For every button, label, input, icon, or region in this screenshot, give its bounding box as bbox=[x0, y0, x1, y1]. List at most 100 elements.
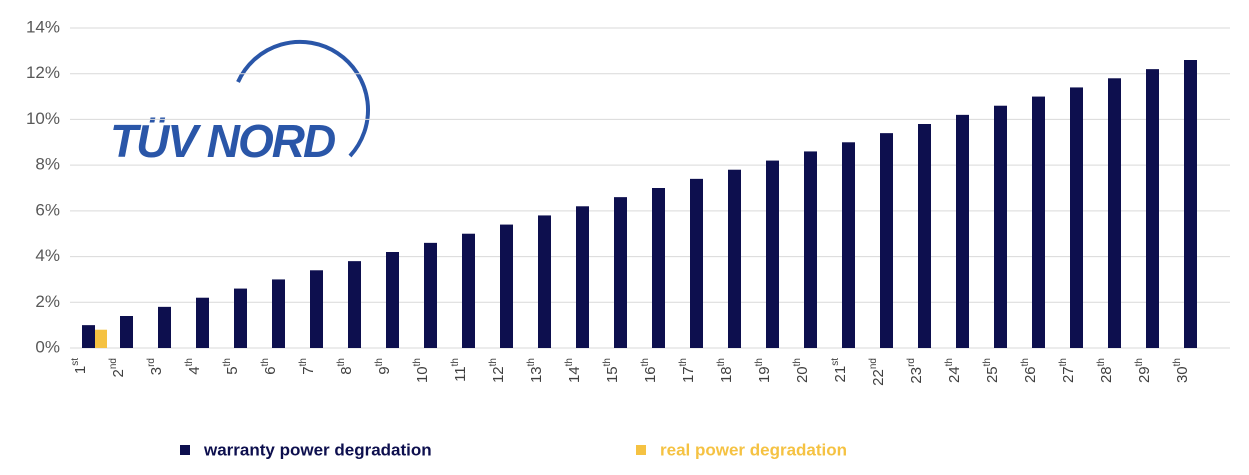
x-tick-label: 12th bbox=[488, 358, 507, 383]
x-tick-suffix: th bbox=[260, 358, 271, 366]
x-tick-label: 26th bbox=[1020, 358, 1039, 383]
bar bbox=[424, 242, 437, 348]
x-tick-label: 5th bbox=[222, 358, 241, 375]
x-tick-label: 27th bbox=[1058, 358, 1077, 383]
y-tick-label: 4% bbox=[35, 246, 60, 265]
x-tick-number: 27 bbox=[1060, 366, 1077, 383]
bar bbox=[348, 261, 361, 348]
bar bbox=[538, 215, 551, 348]
x-tick-suffix: th bbox=[488, 358, 499, 366]
bar bbox=[158, 306, 171, 348]
x-tick-number: 7 bbox=[300, 366, 317, 374]
bar bbox=[1146, 69, 1159, 349]
x-tick-suffix: th bbox=[792, 358, 803, 366]
logo-text: TÜV NORD bbox=[110, 115, 335, 167]
x-tick-suffix: th bbox=[944, 358, 955, 366]
x-tick-label: 16th bbox=[640, 358, 659, 383]
x-tick-label: 15th bbox=[602, 358, 621, 383]
x-tick-number: 29 bbox=[1136, 366, 1153, 383]
y-tick-label: 12% bbox=[26, 63, 60, 82]
x-tick-label: 8th bbox=[336, 358, 355, 375]
bar bbox=[842, 142, 855, 348]
y-tick-label: 6% bbox=[35, 200, 60, 219]
x-tick-label: 3rd bbox=[146, 358, 165, 375]
bar bbox=[994, 105, 1007, 348]
bar bbox=[272, 279, 285, 348]
bar bbox=[500, 224, 513, 348]
x-tick-number: 16 bbox=[642, 366, 659, 383]
x-tick-suffix: st bbox=[830, 358, 841, 366]
x-tick-number: 24 bbox=[946, 366, 963, 383]
x-tick-suffix: th bbox=[602, 358, 613, 366]
bar bbox=[614, 197, 627, 348]
x-tick-suffix: nd bbox=[868, 358, 879, 369]
bar bbox=[310, 270, 323, 348]
x-tick-suffix: th bbox=[184, 358, 195, 366]
x-tick-number: 30 bbox=[1174, 366, 1191, 383]
x-tick-label: 14th bbox=[564, 358, 583, 383]
x-tick-suffix: th bbox=[754, 358, 765, 366]
x-tick-label: 18th bbox=[716, 358, 735, 383]
x-tick-label: 20th bbox=[792, 358, 811, 383]
x-tick-number: 15 bbox=[604, 366, 621, 383]
x-tick-label: 19th bbox=[754, 358, 773, 383]
x-tick-number: 19 bbox=[756, 366, 773, 383]
bar bbox=[918, 124, 931, 348]
x-tick-suffix: rd bbox=[906, 358, 917, 367]
x-tick-number: 17 bbox=[680, 366, 697, 383]
x-tick-label: 1st bbox=[70, 358, 89, 374]
legend-label: warranty power degradation bbox=[203, 440, 432, 459]
x-tick-label: 23rd bbox=[906, 358, 925, 384]
bar bbox=[234, 288, 247, 348]
x-tick-suffix: th bbox=[1172, 358, 1183, 366]
x-tick-number: 4 bbox=[186, 366, 203, 374]
x-tick-label: 7th bbox=[298, 358, 317, 375]
x-tick-number: 26 bbox=[1022, 366, 1039, 383]
x-tick-label: 6th bbox=[260, 358, 279, 375]
bar bbox=[82, 325, 95, 348]
bar bbox=[1032, 96, 1045, 348]
x-tick-number: 1 bbox=[72, 366, 89, 374]
x-tick-number: 6 bbox=[262, 366, 279, 374]
x-tick-number: 11 bbox=[452, 366, 469, 382]
bar bbox=[462, 233, 475, 348]
bar bbox=[690, 178, 703, 348]
x-tick-suffix: th bbox=[336, 358, 347, 366]
x-tick-label: 21st bbox=[830, 358, 849, 383]
bar bbox=[1108, 78, 1121, 349]
bar bbox=[95, 329, 107, 348]
x-tick-number: 20 bbox=[794, 366, 811, 383]
bar bbox=[386, 252, 399, 348]
x-tick-label: 25th bbox=[982, 358, 1001, 383]
legend-swatch bbox=[180, 445, 190, 455]
y-tick-label: 14% bbox=[26, 17, 60, 36]
x-tick-suffix: th bbox=[564, 358, 575, 366]
bar bbox=[956, 114, 969, 348]
x-tick-label: 2nd bbox=[108, 358, 127, 377]
x-tick-suffix: th bbox=[222, 358, 233, 366]
y-tick-label: 10% bbox=[26, 109, 60, 128]
x-tick-suffix: th bbox=[450, 358, 461, 366]
bar bbox=[576, 206, 589, 348]
legend-swatch bbox=[636, 445, 646, 455]
bar bbox=[766, 160, 779, 348]
x-tick-label: 10th bbox=[412, 358, 431, 383]
x-tick-suffix: th bbox=[640, 358, 651, 366]
x-tick-label: 24th bbox=[944, 358, 963, 383]
bar bbox=[880, 133, 893, 348]
bar bbox=[804, 151, 817, 348]
x-tick-number: 10 bbox=[414, 366, 431, 383]
x-tick-number: 22 bbox=[870, 369, 887, 386]
x-tick-suffix: th bbox=[526, 358, 537, 366]
x-tick-suffix: th bbox=[1134, 358, 1145, 366]
bar bbox=[652, 188, 665, 348]
x-tick-label: 29th bbox=[1134, 358, 1153, 383]
x-tick-suffix: th bbox=[716, 358, 727, 366]
x-tick-suffix: th bbox=[374, 358, 385, 366]
legend-label: real power degradation bbox=[660, 440, 847, 459]
logo-arc bbox=[236, 39, 370, 158]
x-tick-number: 14 bbox=[566, 366, 583, 383]
x-tick-number: 9 bbox=[376, 366, 393, 374]
